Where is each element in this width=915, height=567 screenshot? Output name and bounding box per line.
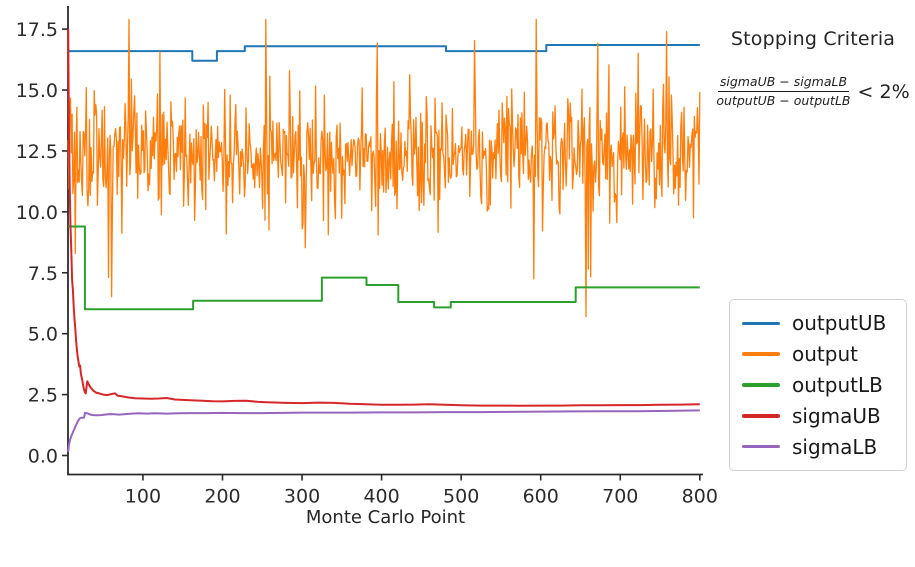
series-sigmaUB: [67, 29, 700, 407]
formula-fraction: sigmaUB − sigmaLB outputUB − outputLB: [716, 74, 850, 110]
x-tick-label: 800: [682, 486, 718, 508]
legend-item-output: output: [742, 344, 894, 364]
x-axis-label: Monte Carlo Point: [305, 507, 466, 528]
legend-swatch-outputLB: [742, 383, 780, 387]
x-tick-label: 200: [204, 486, 240, 508]
legend-item-outputUB: outputUB: [742, 313, 894, 333]
y-tick-label: 7.5: [28, 263, 58, 285]
legend-item-sigmaLB: sigmaLB: [742, 437, 894, 457]
series-outputLB: [68, 225, 700, 311]
legend-label: outputUB: [792, 311, 887, 336]
stopping-criteria-formula: sigmaUB − sigmaLB outputUB − outputLB < …: [712, 74, 914, 110]
legend-item-sigmaUB: sigmaUB: [742, 406, 894, 426]
x-tick-label: 300: [284, 486, 320, 508]
legend-swatch-sigmaUB: [742, 414, 780, 418]
x-tick-label: 500: [443, 486, 479, 508]
legend-swatch-outputUB: [742, 321, 780, 326]
y-tick-label: 17.5: [16, 19, 58, 41]
legend-label: output: [792, 342, 858, 367]
formula-threshold: < 2%: [857, 80, 910, 103]
x-tick-label: 400: [363, 486, 399, 508]
formula-denominator: outputUB − outputLB: [716, 93, 851, 109]
legend: outputUB output outputLB sigmaUB sigmaLB: [729, 299, 907, 471]
legend-item-outputLB: outputLB: [742, 375, 894, 395]
series-sigmaLB: [67, 409, 700, 452]
legend-swatch-output: [742, 352, 780, 356]
series-output: [67, 18, 701, 318]
x-tick-label: 100: [125, 486, 161, 508]
x-tick-label: 700: [602, 486, 638, 508]
legend-label: outputLB: [792, 372, 883, 397]
stopping-criteria-title: Stopping Criteria: [730, 28, 896, 50]
y-tick-label: 2.5: [28, 385, 58, 407]
series-outputUB: [68, 44, 700, 62]
legend-swatch-sigmaLB: [742, 444, 780, 449]
x-tick-label: 600: [523, 486, 559, 508]
legend-label: sigmaUB: [792, 403, 881, 428]
y-tick-label: 0.0: [28, 445, 58, 467]
formula-numerator: sigmaUB − sigmaLB: [717, 74, 850, 93]
legend-label: sigmaLB: [792, 434, 878, 459]
y-tick-label: 10.0: [16, 202, 58, 224]
y-tick-label: 12.5: [16, 141, 58, 163]
y-tick-label: 5.0: [28, 324, 58, 346]
stopping-criteria-annotation: Stopping Criteria sigmaUB − sigmaLB outp…: [712, 28, 914, 110]
y-tick-label: 15.0: [16, 80, 58, 102]
